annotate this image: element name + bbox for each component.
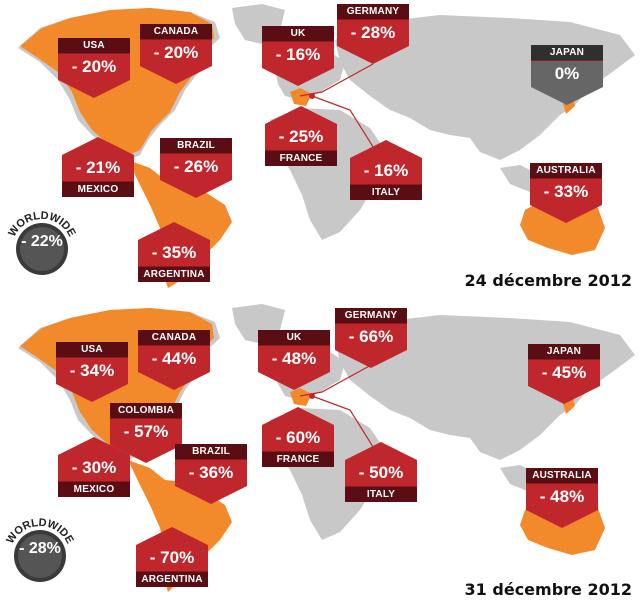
europe-highlight [290, 388, 312, 406]
country-label: JAPAN [531, 45, 603, 61]
country-label: UK [258, 330, 330, 346]
percent-value: - 36% [175, 460, 247, 486]
map-panel-2: USA - 34% CANADA - 44% UK - 48% GERMANY … [0, 296, 640, 605]
callout-germany: GERMANY - 28% [337, 4, 409, 64]
country-label: MEXICO [62, 181, 134, 197]
worldwide-badge: WORLDWIDE - 22% [2, 205, 82, 285]
worldwide-badge: WORLDWIDE - 28% [0, 512, 80, 592]
percent-value: - 35% [138, 240, 210, 266]
callout-germany: GERMANY - 66% [335, 308, 407, 368]
percent-value: - 48% [526, 484, 598, 510]
country-label: BRAZIL [175, 444, 247, 460]
percent-value: - 26% [160, 154, 232, 180]
callout-mexico: - 30% MEXICO [58, 437, 130, 497]
callout-canada: CANADA - 20% [140, 24, 212, 84]
callout-italy: - 50% ITALY [345, 442, 417, 502]
percent-value: - 28% [337, 20, 409, 46]
country-label: CANADA [140, 24, 212, 40]
date-label: 24 décembre 2012 [464, 271, 632, 290]
percent-value: 0% [531, 61, 603, 87]
callout-france: - 60% FRANCE [262, 407, 334, 467]
country-label: ARGENTINA [136, 571, 208, 587]
map-panel-1: USA - 20% CANADA - 20% UK - 16% GERMANY … [0, 0, 640, 296]
callout-mexico: - 21% MEXICO [62, 137, 134, 197]
percent-value: - 45% [528, 360, 600, 386]
country-label: CANADA [138, 330, 210, 346]
country-label: ARGENTINA [138, 266, 210, 282]
country-label: ITALY [345, 486, 417, 502]
country-label: BRAZIL [160, 138, 232, 154]
country-label: GERMANY [337, 4, 409, 20]
country-label: JAPAN [528, 344, 600, 360]
callout-usa: USA - 34% [56, 342, 128, 402]
percent-value: - 20% [140, 40, 212, 66]
percent-value: - 21% [62, 155, 134, 181]
percent-value: - 20% [58, 54, 130, 80]
country-label: FRANCE [265, 150, 337, 166]
percent-value: - 66% [335, 324, 407, 350]
callout-italy: - 16% ITALY [350, 140, 422, 200]
callout-brazil: BRAZIL - 26% [160, 138, 232, 198]
country-label: MEXICO [58, 481, 130, 497]
callout-japan: JAPAN - 45% [528, 344, 600, 404]
country-label: AUSTRALIA [530, 163, 602, 179]
country-label: FRANCE [262, 451, 334, 467]
callout-uk: UK - 16% [262, 26, 334, 86]
percent-value: - 34% [56, 358, 128, 384]
percent-value: - 50% [345, 460, 417, 486]
country-label: GERMANY [335, 308, 407, 324]
callout-france: - 25% FRANCE [265, 106, 337, 166]
country-label: COLOMBIA [110, 403, 182, 419]
percent-value: - 16% [350, 158, 422, 184]
callout-australia: AUSTRALIA - 33% [530, 163, 602, 223]
country-label: UK [262, 26, 334, 42]
callout-argentina: - 70% ARGENTINA [136, 527, 208, 587]
callout-canada: CANADA - 44% [138, 330, 210, 390]
callout-usa: USA - 20% [58, 38, 130, 98]
callout-australia: AUSTRALIA - 48% [526, 468, 598, 528]
date-label: 31 décembre 2012 [464, 580, 632, 599]
country-label: AUSTRALIA [526, 468, 598, 484]
percent-value: - 44% [138, 346, 210, 372]
percent-value: - 48% [258, 346, 330, 372]
percent-value: - 25% [265, 124, 337, 150]
country-label: USA [56, 342, 128, 358]
percent-value: - 33% [530, 179, 602, 205]
percent-value: - 60% [262, 425, 334, 451]
percent-value: - 16% [262, 42, 334, 68]
worldwide-value: - 28% [19, 540, 61, 557]
callout-argentina: - 35% ARGENTINA [138, 222, 210, 282]
country-label: USA [58, 38, 130, 54]
country-label: ITALY [350, 184, 422, 200]
percent-value: - 70% [136, 545, 208, 571]
callout-japan: JAPAN 0% [531, 45, 603, 105]
callout-uk: UK - 48% [258, 330, 330, 390]
worldwide-value: - 22% [21, 233, 63, 250]
europe-highlight [290, 88, 312, 106]
percent-value: - 30% [58, 455, 130, 481]
callout-brazil: BRAZIL - 36% [175, 444, 247, 504]
